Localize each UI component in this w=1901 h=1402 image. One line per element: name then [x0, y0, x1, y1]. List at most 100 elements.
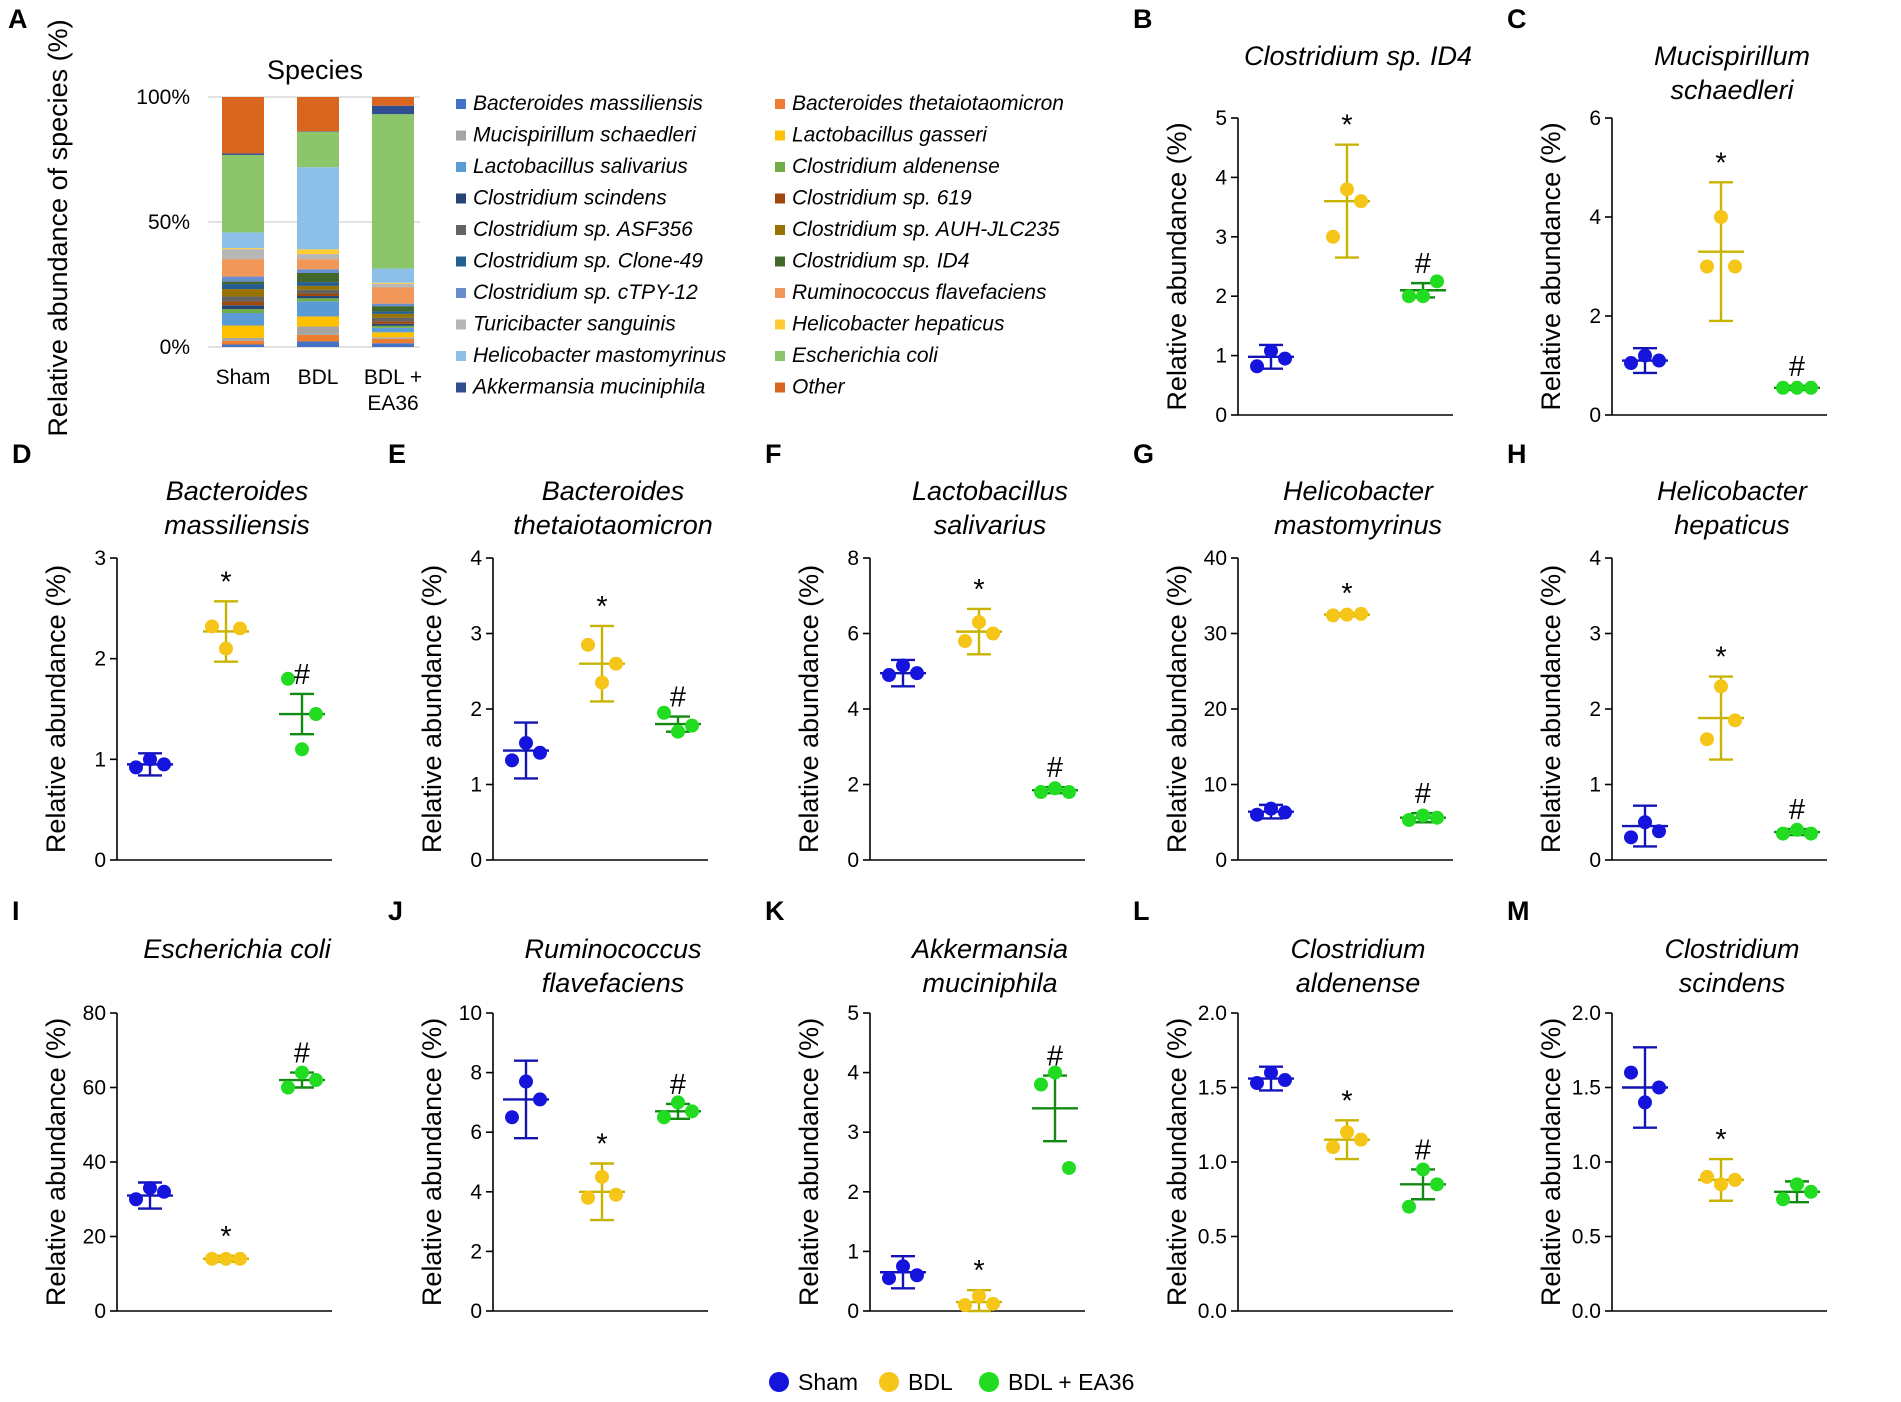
bar-segment-mucispirillum-schaedleri: [222, 338, 264, 341]
data-point-sham: [519, 735, 533, 750]
data-point-sham: [1264, 343, 1278, 358]
chart-title: muciniphila: [922, 968, 1057, 998]
bar-segment-escherichia-coli: [297, 131, 339, 168]
y-tick-label: 4: [1589, 206, 1601, 229]
legend-entry: Clostridium sp. Clone-49: [473, 250, 703, 273]
y-tick-label: 2: [470, 1240, 482, 1263]
data-point-bdl-ea36: [1416, 1162, 1430, 1177]
legend-entry: Clostridium aldenense: [792, 155, 1000, 178]
legend-swatch: [775, 382, 785, 393]
panel-e-dot-plot: E Bacteroides thetaiotaomicron Relative abu…: [388, 439, 713, 872]
significance-hash: #: [294, 659, 310, 691]
legend-entry: Turicibacter sanguinis: [473, 313, 676, 336]
bar-segment-escherichia-coli: [222, 154, 264, 233]
panel-label: J: [388, 896, 403, 926]
data-point-bdl: [1354, 1132, 1368, 1147]
panel-i-dot-plot: I Escherichia coli Relative abundance (%) 0…: [12, 896, 332, 1323]
data-point-bdl: [972, 615, 986, 630]
data-point-bdl: [609, 656, 623, 671]
data-point-bdl: [595, 675, 609, 690]
data-point-bdl-ea36: [1062, 785, 1076, 800]
y-axis-label: Relative abundance (%): [41, 1018, 71, 1306]
significance-asterisk: *: [220, 1221, 231, 1253]
bar-segment-helicobacter-mastomyrinus: [222, 232, 264, 249]
significance-asterisk: *: [1341, 578, 1352, 610]
bar-segment-clostridium-sp-619: [372, 321, 414, 324]
significance-hash: #: [1789, 794, 1805, 826]
significance-asterisk: *: [596, 591, 607, 623]
significance-hash: #: [670, 682, 686, 714]
bar-segment-clostridium-sp-id4: [297, 273, 339, 283]
data-point-bdl: [1700, 732, 1714, 747]
bar-segment-clostridium-sp-clone-49: [372, 311, 414, 314]
data-point-bdl-ea36: [295, 742, 309, 757]
legend-label-bdl: BDL: [908, 1369, 953, 1395]
data-point-sham: [1264, 1065, 1278, 1080]
panel-d-dot-plot: D Bacteroides massiliensis Relative abundan…: [12, 439, 332, 872]
legend-swatch: [775, 99, 785, 109]
data-point-bdl-ea36: [657, 1110, 671, 1125]
data-point-bdl-ea36: [1790, 1177, 1804, 1192]
data-point-bdl-ea36: [1034, 1077, 1048, 1092]
panel-label: A: [8, 4, 28, 34]
chart-title: Akkermansia: [910, 934, 1068, 964]
data-point-sham: [1624, 830, 1638, 845]
data-point-sham: [519, 1074, 533, 1089]
data-point-sham: [533, 745, 547, 760]
data-point-bdl-ea36: [1048, 781, 1062, 796]
chart-title: aldenense: [1296, 968, 1421, 998]
data-point-bdl: [595, 1169, 609, 1184]
data-point-bdl-ea36: [1048, 1065, 1062, 1080]
bar-segment-clostridium-sp-auh-jlc235: [297, 285, 339, 290]
y-tick-label: 2: [847, 1181, 859, 1204]
panel-label: G: [1133, 439, 1154, 469]
y-tick-label: 0.0: [1572, 1300, 1601, 1323]
bar-segment-clostridium-scindens: [297, 295, 339, 299]
data-point-bdl-ea36: [1402, 812, 1416, 827]
panel-label: L: [1133, 896, 1150, 926]
chart-title: Clostridium: [1664, 934, 1799, 964]
y-tick-label: 10: [1204, 774, 1227, 797]
data-point-sham: [157, 1184, 171, 1199]
bar-segment-bacteroides-thetaiotaomicron: [297, 334, 339, 342]
bar-segment-mucispirillum-schaedleri: [297, 326, 339, 335]
y-tick-label: 0%: [160, 336, 190, 359]
data-point-bdl-ea36: [281, 671, 295, 686]
data-point-bdl: [1354, 194, 1368, 209]
chart-title: Lactobacillus: [912, 476, 1068, 506]
significance-asterisk: *: [1341, 110, 1352, 142]
y-tick-label: 8: [470, 1062, 482, 1085]
data-point-bdl: [1700, 1169, 1714, 1184]
chart-title: Mucispirillum: [1654, 41, 1810, 71]
legend-swatch: [775, 319, 785, 330]
data-point-bdl: [1340, 182, 1354, 197]
data-point-sham: [129, 1192, 143, 1207]
significance-hash: #: [1789, 351, 1805, 383]
bar-segment-clostridium-sp-asf356: [297, 289, 339, 294]
chart-title: salivarius: [934, 510, 1047, 540]
data-point-sham: [1652, 1080, 1666, 1095]
data-point-bdl: [233, 621, 247, 636]
bar-segment-helicobacter-hepaticus: [372, 282, 414, 284]
data-point-bdl-ea36: [309, 707, 323, 722]
data-point-bdl-ea36: [1402, 1199, 1416, 1214]
y-tick-label: 0: [1215, 849, 1227, 872]
data-point-bdl: [1340, 607, 1354, 622]
legend-swatch: [456, 319, 466, 330]
y-tick-label: 1: [1215, 345, 1227, 368]
panel-label: M: [1507, 896, 1530, 926]
y-tick-label: 0: [1215, 404, 1227, 427]
data-point-bdl-ea36: [295, 1065, 309, 1080]
bar-segment-clostridium-sp-asf356: [372, 317, 414, 322]
bar-segment-bacteroides-massiliensis: [372, 343, 414, 347]
significance-asterisk: *: [220, 566, 231, 598]
data-point-sham: [1278, 351, 1292, 366]
data-point-sham: [1652, 353, 1666, 368]
legend-marker-sham: [769, 1372, 789, 1392]
y-axis-label: Relative abundance of species (%): [43, 19, 73, 436]
y-tick-label: 20: [1204, 698, 1227, 721]
data-point-bdl-ea36: [1804, 826, 1818, 841]
y-axis-label: Relative abundance (%): [1536, 122, 1566, 410]
data-point-sham: [1278, 1073, 1292, 1088]
bar-segment-clostridium-aldenense: [222, 309, 264, 314]
